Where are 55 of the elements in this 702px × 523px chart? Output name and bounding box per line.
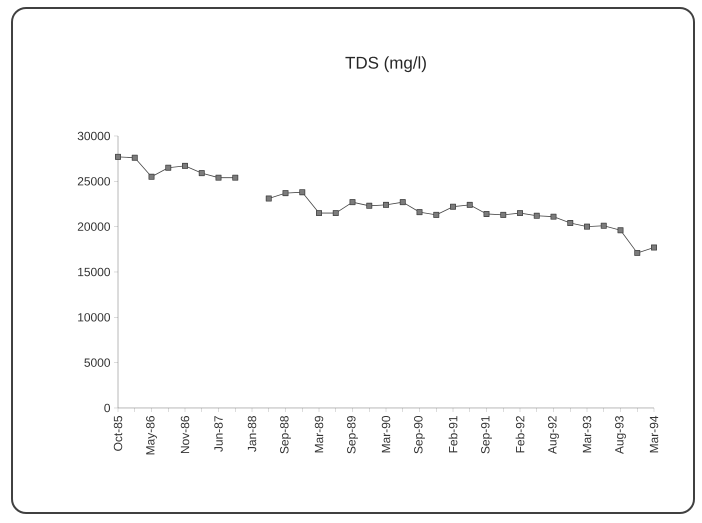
point xyxy=(534,212,540,219)
point xyxy=(484,210,490,217)
x-tick-label: Sep-89 xyxy=(347,416,358,454)
x-tick-label: Mar-90 xyxy=(382,416,390,452)
point xyxy=(450,204,456,210)
chart-title: TDS (mg/l) xyxy=(345,56,426,72)
point xyxy=(366,202,372,209)
point xyxy=(500,212,506,218)
y-tick-label: 0 xyxy=(104,404,110,412)
x-tick-label: Oct-85 xyxy=(114,416,122,451)
y-tick-label: 15000 xyxy=(78,268,110,276)
point xyxy=(416,209,422,216)
point xyxy=(216,174,222,181)
point xyxy=(182,162,188,169)
point xyxy=(115,154,121,160)
x-tick-label: Mar-94 xyxy=(650,416,658,452)
point xyxy=(332,210,339,216)
point xyxy=(266,196,272,202)
y-tick-label: 30000 xyxy=(78,132,110,140)
point xyxy=(618,227,624,234)
x-tick-label: Mar-93 xyxy=(582,416,592,452)
y-tick-label: 5000 xyxy=(84,358,110,367)
point xyxy=(198,170,205,176)
x-tick-label: Mar-89 xyxy=(314,416,324,452)
x-tick-label: Jun-87 xyxy=(214,416,223,452)
point xyxy=(299,189,306,196)
x-tick-label: Sep-91 xyxy=(481,416,492,454)
x-tick-label: Aug-93 xyxy=(615,416,626,454)
point xyxy=(634,250,640,256)
point xyxy=(567,220,574,226)
x-tick-label: Feb-91 xyxy=(448,416,458,452)
x-tick-label: Feb-92 xyxy=(516,416,524,452)
point xyxy=(282,190,288,196)
x-tick-label: Jan-88 xyxy=(248,416,256,452)
point xyxy=(232,174,238,181)
point xyxy=(584,224,590,230)
y-tick-label: 25000 xyxy=(78,177,110,186)
x-tick-label: May-86 xyxy=(146,416,157,454)
point xyxy=(316,210,322,216)
point xyxy=(466,202,473,208)
point xyxy=(383,202,389,208)
point xyxy=(165,164,172,171)
point xyxy=(400,199,406,206)
x-tick-label: Sep-90 xyxy=(414,416,425,454)
x-tick-label: Nov-86 xyxy=(180,416,190,454)
y-tick-label: 10000 xyxy=(78,313,110,322)
x-tick-label: Sep-88 xyxy=(280,416,291,454)
point xyxy=(350,199,356,206)
y-tick-label: 20000 xyxy=(78,222,110,231)
point xyxy=(433,212,440,218)
point xyxy=(148,174,154,180)
point xyxy=(651,244,657,250)
point xyxy=(550,214,556,220)
x-tick-label: Aug-92 xyxy=(548,416,559,454)
point xyxy=(517,210,523,216)
